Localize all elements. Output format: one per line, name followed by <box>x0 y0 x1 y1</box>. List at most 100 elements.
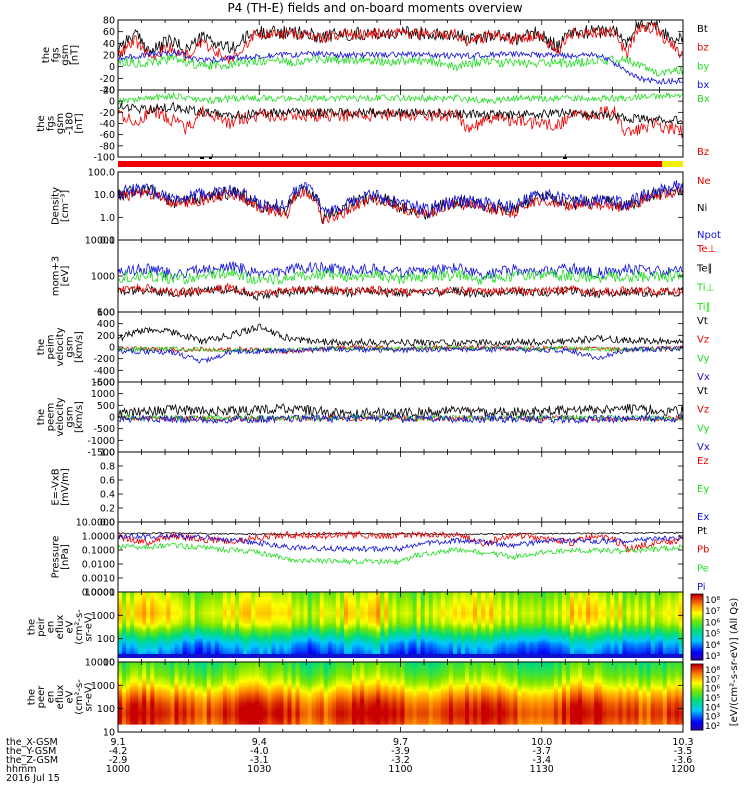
spectrogram-cell <box>323 627 329 631</box>
spectrogram-cell <box>396 605 402 609</box>
spectrogram-cell <box>509 614 515 617</box>
spectrogram-cell <box>339 603 345 606</box>
spectrogram-cell <box>658 609 664 613</box>
spectrogram-cell <box>432 642 438 646</box>
spectrogram-cell <box>335 614 341 617</box>
spectrogram-cell <box>134 670 139 674</box>
spectrogram-cell <box>202 620 208 624</box>
spectrogram-cell <box>533 631 539 635</box>
spectrogram-cell <box>206 607 212 611</box>
spectrogram-cell <box>138 677 143 681</box>
spectrogram-cell <box>444 620 450 624</box>
spectrogram-cell <box>307 623 313 626</box>
spectrogram-cell <box>186 594 192 598</box>
spectrogram-cell <box>146 710 151 714</box>
spectrogram-cell <box>267 620 272 624</box>
spectrogram-cell <box>130 684 135 687</box>
spectrogram-cell <box>356 645 361 648</box>
spectrogram-cell <box>142 666 147 670</box>
spectrogram-cell <box>218 645 224 648</box>
spectrogram-cell <box>610 640 615 644</box>
spectrogram-cell <box>166 594 172 598</box>
spectrogram-cell <box>594 600 599 604</box>
spectrogram-cell <box>412 636 418 640</box>
spectrogram-cell <box>545 642 551 646</box>
spectrogram-cell <box>134 675 139 679</box>
spectrogram-cell <box>178 596 184 600</box>
spectrogram-cell <box>150 719 155 723</box>
spectrogram-cell <box>670 638 676 642</box>
spectrogram-cell <box>202 634 208 637</box>
spectrogram-cell <box>533 642 539 646</box>
spectrogram-cell <box>428 605 434 609</box>
colorbar-segment <box>691 632 703 635</box>
spectrogram-cell <box>634 609 640 613</box>
spectrogram-cell <box>650 625 656 629</box>
spectrogram-cell <box>299 600 305 604</box>
spectrogram-cell <box>481 596 486 600</box>
spectrogram-cell <box>247 631 252 635</box>
spectrogram-cell <box>327 594 333 598</box>
spectrogram-cell <box>166 638 172 642</box>
spectrogram-cell <box>541 649 547 653</box>
spectrogram-cell <box>380 636 385 640</box>
spectrogram-cell <box>646 607 652 611</box>
spectrogram-cell <box>521 611 527 615</box>
spectrogram-cell <box>590 618 595 622</box>
spectrogram-cell <box>630 607 636 611</box>
y-tick-label: 0.0001 <box>82 588 115 599</box>
spectrogram-cell <box>307 647 313 651</box>
spectrogram-cell <box>396 607 402 611</box>
spectrogram-cell <box>271 627 276 631</box>
spectrogram-cell <box>489 629 494 633</box>
spectrogram-cell <box>335 592 341 595</box>
spectrogram-cell <box>396 627 402 631</box>
spectrogram-cell <box>331 649 337 653</box>
spectrogram-cell <box>231 638 236 642</box>
spectrogram-cell <box>481 629 486 633</box>
spectrogram-cell <box>477 638 482 642</box>
spectrogram-cell <box>146 636 151 640</box>
spectrogram-cell <box>251 645 256 648</box>
spectrogram-cell <box>259 638 264 642</box>
spectrogram-cell <box>339 625 345 629</box>
spectrogram-cell <box>174 609 180 613</box>
spectrogram-cell <box>210 631 216 635</box>
spectrogram-cell <box>263 649 268 653</box>
spectrogram-cell <box>202 623 208 626</box>
spectrogram-cell <box>372 631 377 635</box>
spectrogram-cell <box>162 618 168 622</box>
spectrogram-cell <box>473 614 478 617</box>
spectrogram-cell <box>122 636 127 640</box>
spectrogram-cell <box>465 618 470 622</box>
spectrogram-cell <box>291 623 297 626</box>
spectrogram-cell <box>311 636 317 640</box>
spectrogram-cell <box>400 640 406 644</box>
spectrogram-cell <box>138 706 143 710</box>
spectrogram-cell <box>678 636 684 640</box>
spectrogram-cell <box>178 642 184 646</box>
spectrogram-cell <box>275 594 281 598</box>
spectrogram-cell <box>243 616 248 620</box>
spectrogram-cell <box>614 636 620 640</box>
spectrogram-cell <box>606 645 611 648</box>
spectrogram-cell <box>396 596 402 600</box>
spectrogram-cell <box>299 647 305 651</box>
spectrogram-cell <box>126 679 131 683</box>
spectrogram-cell <box>622 600 628 604</box>
spectrogram-cell <box>118 647 123 651</box>
spectrogram-cell <box>307 625 313 629</box>
spectrogram-cell <box>150 651 155 655</box>
spectrogram-cell <box>319 611 325 615</box>
spectrogram-cell <box>247 636 252 640</box>
spectrogram-cell <box>348 594 353 598</box>
spectrogram-cell <box>602 647 607 651</box>
spectrogram-cell <box>182 651 188 655</box>
spectrogram-cell <box>118 662 123 665</box>
spectrogram-cell <box>416 625 422 629</box>
spectrogram-cell <box>122 596 127 600</box>
spectrogram-cell <box>372 651 377 655</box>
spectrogram-cell <box>231 649 236 653</box>
spectrogram-cell <box>356 592 361 595</box>
spectrogram-cell <box>291 642 297 646</box>
